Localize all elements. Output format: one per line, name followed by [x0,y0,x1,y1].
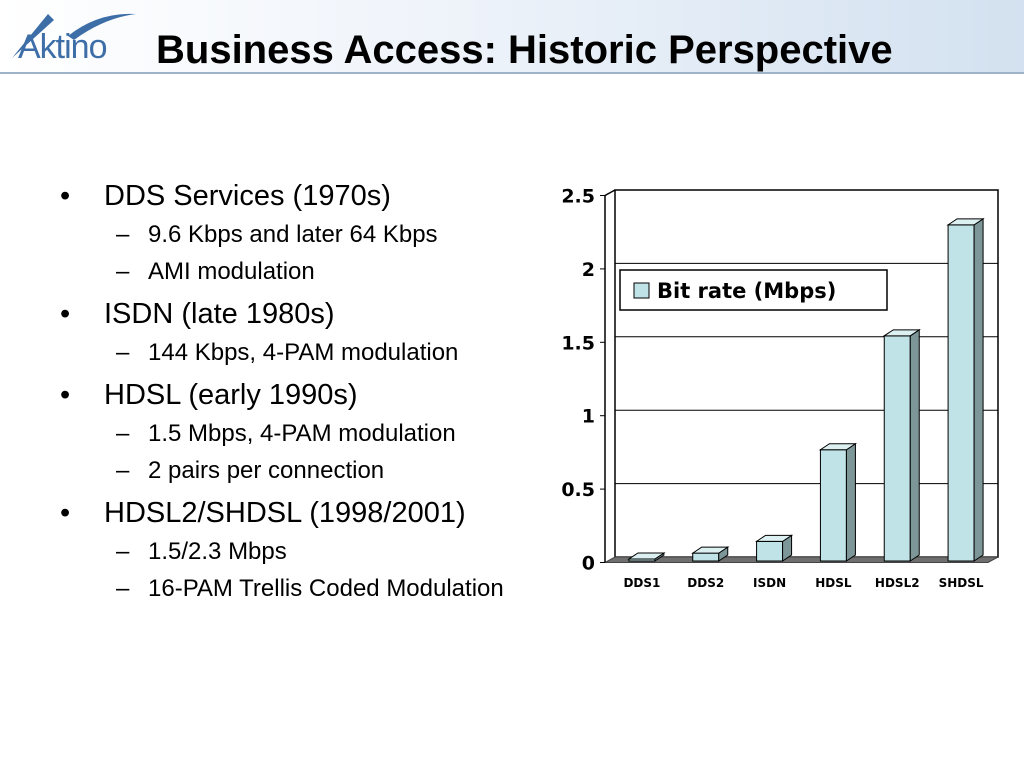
sub-bullet-item: –2 pairs per connection [116,457,385,484]
company-logo: Aktino [8,6,143,66]
x-tick-label: DDS1 [623,576,660,590]
bar-shdsl [947,224,975,562]
x-tick-label: ISDN [753,576,786,590]
sub-bullet-text: AMI modulation [148,258,315,285]
x-tick-label: HDSL [815,576,852,590]
sub-bullet-text: 144 Kbps, 4-PAM modulation [148,339,459,366]
bar-top-dds1 [627,552,666,560]
bullet-text: DDS Services (1970s) [104,180,391,212]
legend-swatch [633,282,650,299]
sub-bullet-item: – AMI modulation [116,258,315,285]
legend-box [619,269,888,311]
bar-hdsl2 [883,335,911,562]
x-tick-label: DDS2 [687,576,724,590]
bullet-text: HDSL (early 1990s) [104,379,358,411]
y-tick-label: 1 [582,406,595,428]
bar-hdsl [819,449,847,562]
bullet-list: • DDS Services (1970s) –9.6 Kbps and late… [60,172,580,607]
bullet-text: ISDN (late 1980s) [104,298,335,330]
bar-side-shdsl [973,217,984,562]
sub-bullet-item: –9.6 Kbps and later 64 Kbps [116,221,438,248]
y-tick-label: 2 [582,259,595,281]
bar-top-hdsl2 [882,329,921,337]
bar-dds2 [692,552,720,562]
slide-header [0,0,1024,74]
bar-top-isdn [754,534,794,542]
sub-bullet-item: –144 Kbps, 4-PAM modulation [116,339,459,366]
sub-bullet-item: –1.5 Mbps, 4-PAM modulation [116,420,456,447]
bar-top-hdsl [818,443,858,451]
bar-side-hdsl2 [909,328,920,562]
sub-bullet-item: –1.5/2.3 Mbps [116,538,287,565]
bullet-item: • ISDN (late 1980s) [60,298,335,330]
bar-top-dds2 [691,546,730,554]
bar-side-hdsl [845,442,856,562]
plot-area [614,189,999,558]
y-tick-label: 0.5 [561,479,595,501]
sub-bullet-text: 1.5/2.3 Mbps [148,538,287,565]
page-title: Business Access: Historic Perspective [156,28,893,72]
header-divider [0,72,1024,74]
sub-bullet-text: 16-PAM Trellis Coded Modulation [148,575,504,602]
sub-bullet-item: –16-PAM Trellis Coded Modulation [116,575,504,602]
bullet-item: • HDSL2/SHDSL (1998/2001) [60,497,466,529]
sub-bullet-text: 2 pairs per connection [148,457,385,484]
bullet-item: • HDSL (early 1990s) [60,379,358,411]
plot-floor [604,556,999,563]
y-tick-label: 1.5 [561,332,595,354]
logo-swoosh-icon [12,13,136,58]
y-tick-label: 2.5 [561,186,595,208]
y-axis-depth [604,189,616,197]
logo-text: Aktino [18,28,107,66]
bullet-item: • DDS Services (1970s) [60,180,391,212]
x-tick-label: HDSL2 [875,576,920,590]
sub-bullet-text: 1.5 Mbps, 4-PAM modulation [148,420,456,447]
legend-label: Bit rate (Mbps) [657,279,836,303]
bar-top-shdsl [946,218,985,226]
bit-rate-chart: 0 0.5 1 1.5 2 2.5 DDS1 DDS2 ISDN HDSL HDSL2 SHDSL Bi… [561,186,999,590]
x-tick-label: SHDSL [939,576,984,590]
bullet-text: HDSL2/SHDSL (1998/2001) [104,497,466,529]
sub-bullet-text: 9.6 Kbps and later 64 Kbps [148,221,438,248]
y-tick-label: 0 [582,553,595,575]
bar-isdn [756,540,784,562]
